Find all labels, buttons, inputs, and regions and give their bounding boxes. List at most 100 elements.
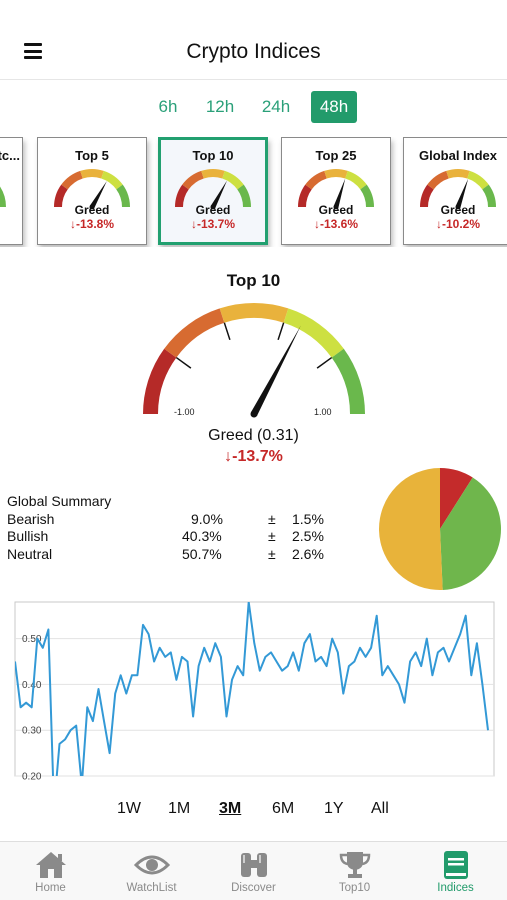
summary-error: 2.5% bbox=[292, 528, 324, 544]
summary-value: 40.3% bbox=[182, 528, 222, 544]
chart-frame bbox=[14, 601, 495, 777]
timeframe-48h[interactable]: 48h bbox=[311, 91, 357, 123]
summary-plusminus: ± bbox=[268, 528, 276, 544]
gauge-segment bbox=[164, 308, 225, 358]
gauge-segment bbox=[331, 348, 365, 414]
timeframe-selector: 6h 12h 24h 48h bbox=[0, 91, 507, 123]
card-change: ↓-13.8% bbox=[69, 217, 115, 231]
index-card-top25[interactable]: Top 25 Greed ↓-13.6% bbox=[281, 137, 391, 245]
index-card-bitcoin[interactable]: Bitc... bbox=[0, 137, 23, 245]
range-6m[interactable]: 6M bbox=[272, 800, 295, 817]
gauge-needle bbox=[210, 180, 228, 209]
tab-label: WatchList bbox=[126, 882, 177, 894]
gauge-segment bbox=[360, 184, 374, 207]
gauge-segment bbox=[446, 169, 470, 179]
y-tick-label: 0.40 bbox=[22, 680, 42, 691]
timeframe-24h[interactable]: 24h bbox=[261, 97, 291, 116]
range-1y[interactable]: 1Y bbox=[324, 800, 344, 817]
summary-value: 9.0% bbox=[191, 510, 223, 527]
gauge-hub bbox=[455, 204, 461, 210]
book-icon bbox=[443, 851, 468, 879]
page-title: Crypto Indices bbox=[186, 40, 321, 63]
range-selector: 1W 1M 3M 6M 1Y All bbox=[0, 800, 507, 824]
gauge-segment bbox=[427, 170, 449, 190]
binoculars-icon bbox=[240, 853, 267, 877]
tab-label: Home bbox=[35, 882, 66, 894]
tab-indices[interactable]: Indices bbox=[405, 842, 506, 900]
card-title: Bitc... bbox=[0, 148, 20, 163]
summary-name: Bullish bbox=[7, 528, 49, 544]
gauge-needle bbox=[250, 325, 301, 416]
gauge-value-label: Greed (0.31) bbox=[208, 427, 299, 444]
gauge-change: ↓-13.7% bbox=[224, 448, 283, 465]
gauge-tick bbox=[223, 322, 231, 341]
gauge-segment bbox=[219, 303, 289, 323]
gauge-segment bbox=[324, 169, 348, 179]
index-card-global[interactable]: Global Index Greed ↓-10.2% bbox=[403, 137, 507, 245]
index-line-chart: 0.50 0.40 0.30 0.20 bbox=[14, 601, 495, 783]
range-1w[interactable]: 1W bbox=[117, 800, 141, 817]
summary-value: 50.7% bbox=[182, 545, 222, 562]
bottom-tab-bar: Home WatchList Discover Top10 bbox=[0, 841, 507, 900]
index-card-top10[interactable]: Top 10 Greed ↓-13.7% bbox=[158, 137, 268, 245]
y-tick-label: 0.30 bbox=[22, 726, 42, 737]
gauge-needle bbox=[333, 178, 346, 208]
y-tick-label: 0.20 bbox=[22, 772, 42, 783]
gauge-hub bbox=[210, 204, 216, 210]
gauge-hub bbox=[333, 204, 339, 210]
summary-error: 2.6% bbox=[292, 545, 324, 562]
summary-plusminus: ± bbox=[268, 510, 276, 527]
y-tick-label: 0.50 bbox=[22, 634, 42, 645]
tab-label: Top10 bbox=[338, 882, 371, 894]
card-title: Top 25 bbox=[315, 148, 357, 163]
range-1m[interactable]: 1M bbox=[168, 800, 191, 817]
card-title: Top 5 bbox=[75, 148, 109, 163]
summary-error: 1.5% bbox=[292, 510, 324, 527]
gauge-segment bbox=[305, 170, 327, 190]
gauge-segment bbox=[61, 170, 83, 190]
tab-discover[interactable]: Discover bbox=[203, 842, 304, 900]
index-cards-carousel: Bitc... Top 5 Greed ↓-13.8% Top 10 Greed… bbox=[0, 137, 507, 247]
card-sentiment-label: Greed bbox=[318, 203, 354, 217]
home-icon bbox=[35, 852, 66, 878]
tab-watchlist[interactable]: WatchList bbox=[101, 842, 202, 900]
sentiment-gauge: -1.00 1.00 bbox=[143, 303, 365, 418]
card-title: Global Index bbox=[418, 148, 497, 163]
summary-heading: Global Summary bbox=[7, 493, 112, 509]
gauge-segment bbox=[182, 170, 204, 190]
tab-label: Discover bbox=[231, 882, 276, 894]
summary-plusminus: ± bbox=[268, 545, 276, 562]
index-card-top5[interactable]: Top 5 Greed ↓-13.8% bbox=[37, 137, 147, 245]
eye-icon bbox=[133, 855, 170, 875]
card-title: Top 10 bbox=[192, 148, 234, 163]
card-change: ↓-13.7% bbox=[190, 217, 236, 231]
trophy-icon bbox=[339, 852, 370, 878]
hamburger-menu-icon[interactable] bbox=[24, 43, 42, 59]
timeframe-6h[interactable]: 6h bbox=[158, 97, 178, 116]
tab-label: Indices bbox=[437, 882, 474, 894]
gauge-segment bbox=[143, 348, 177, 414]
card-sentiment-label: Greed bbox=[440, 203, 476, 217]
gauge-segment bbox=[467, 170, 489, 190]
summary-name: Bearish bbox=[7, 510, 55, 527]
mini-gauge bbox=[420, 169, 496, 210]
gauge-segment bbox=[345, 170, 367, 190]
summary-name: Neutral bbox=[7, 545, 53, 562]
gauge-segment bbox=[420, 184, 434, 207]
range-3m[interactable]: 3M bbox=[219, 800, 242, 817]
range-all[interactable]: All bbox=[371, 800, 389, 817]
card-change: ↓-10.2% bbox=[435, 217, 481, 231]
gauge-segment bbox=[101, 170, 123, 190]
tab-top10[interactable]: Top10 bbox=[304, 842, 405, 900]
mini-gauge bbox=[175, 169, 251, 210]
gauge-tick bbox=[316, 356, 333, 369]
tab-home[interactable]: Home bbox=[0, 842, 101, 900]
card-sentiment-label: Greed bbox=[74, 203, 110, 217]
gauge-title: Top 10 bbox=[226, 271, 281, 290]
mini-gauge bbox=[298, 169, 374, 210]
gauge-segment bbox=[116, 184, 130, 207]
gauge-segment bbox=[222, 170, 244, 190]
timeframe-12h[interactable]: 12h bbox=[205, 97, 235, 116]
gauge-needle bbox=[455, 178, 469, 208]
gauge-min-label: -1.00 bbox=[174, 407, 195, 417]
